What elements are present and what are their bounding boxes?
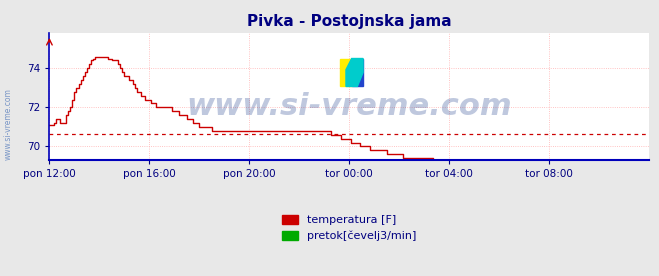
Text: www.si-vreme.com: www.si-vreme.com [3, 88, 13, 160]
Bar [352, 59, 363, 86]
Bar [340, 59, 352, 86]
Title: Pivka - Postojnska jama: Pivka - Postojnska jama [247, 14, 451, 29]
Text: www.si-vreme.com: www.si-vreme.com [186, 92, 512, 121]
Legend: temperatura [F], pretok[čevelj3/min]: temperatura [F], pretok[čevelj3/min] [277, 211, 421, 246]
Polygon shape [346, 59, 363, 86]
